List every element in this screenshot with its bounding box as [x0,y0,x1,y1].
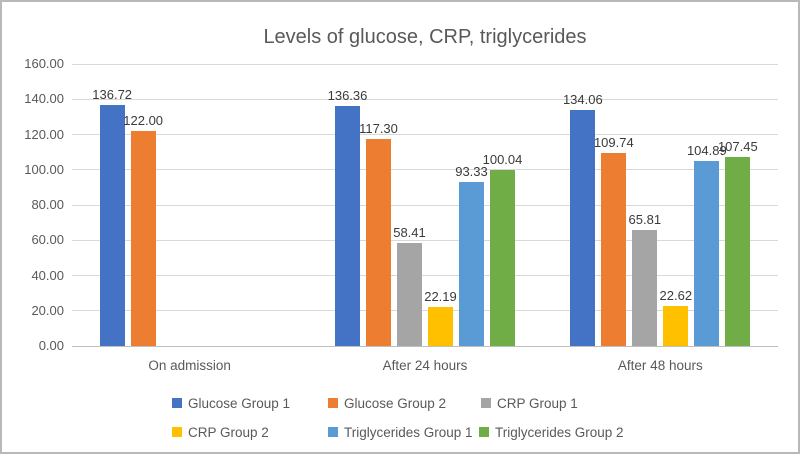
bar-glucose-group-1 [570,109,596,346]
bar-crp-group-1 [632,230,658,346]
x-axis-label: After 24 hours [382,358,468,373]
gridline [72,169,778,171]
y-axis-tick-label: 60.00 [31,232,64,248]
bar-triglycerides-group-1 [694,161,720,346]
bar-value-label: 104.89 [686,143,727,159]
y-axis-tick-label: 40.00 [31,267,64,283]
bar-value-label: 122.00 [123,112,164,128]
legend-label: Glucose Group 1 [188,395,291,411]
bar-value-label: 65.81 [628,212,662,227]
bar-value-label: 100.04 [482,151,523,167]
bar-triglycerides-group-2 [490,169,515,346]
x-axis-label: After 48 hours [617,358,703,373]
legend-item-glucose-group-1: Glucose Group 1 [172,395,290,411]
legend-swatch-icon [479,427,489,437]
gridline [72,275,778,276]
gridline [72,134,778,135]
bar-value-label: 134.06 [562,91,603,107]
legend-swatch-icon [172,398,182,408]
legend-item-glucose-group-2: Glucose Group 2 [328,395,446,411]
bar-value-label: 93.33 [455,163,488,179]
bar-glucose-group-1 [335,105,360,346]
bar-value-label: 107.45 [717,138,758,154]
legend-swatch-icon [172,427,182,437]
bar-value-label: 22.62 [659,288,693,304]
bar-value-label: 58.41 [393,225,426,241]
legend-item-triglycerides-group-1: Triglycerides Group 1 [328,424,473,440]
chart-title: Levels of glucose, CRP, triglycerides [263,26,587,48]
bar-value-label: 136.36 [327,87,368,103]
legend-item-triglycerides-group-2: Triglycerides Group 2 [479,424,624,440]
y-axis-tick-label: 20.00 [31,302,64,318]
bar-triglycerides-group-2 [725,156,751,346]
bar-glucose-group-2 [366,139,391,346]
bar-crp-group-1 [397,243,422,346]
bar-crp-group-2 [663,306,689,346]
x-axis-label: On admission [148,358,231,373]
legend-swatch-icon [328,427,338,437]
legend-label: CRP Group 1 [497,395,578,411]
legend-swatch-icon [481,398,491,408]
gridline [72,239,778,241]
bar-triglycerides-group-1 [459,181,484,346]
bar-value-label: 136.72 [92,87,133,103]
legend-item-crp-group-1: CRP Group 1 [481,395,578,411]
legend-label: CRP Group 2 [188,424,269,440]
y-axis-tick-label: 0.00 [38,338,64,353]
legend-label: Triglycerides Group 2 [495,424,624,440]
legend-swatch-icon [328,398,338,408]
bar-value-label: 22.19 [424,288,457,304]
gridline [72,63,778,65]
y-axis-tick-label: 160.00 [24,56,64,71]
y-axis-tick-label: 140.00 [24,91,64,107]
legend-label: Triglycerides Group 1 [344,424,473,440]
gridline [72,310,778,312]
bar-value-label: 109.74 [593,134,634,150]
bar-glucose-group-2 [130,130,156,346]
gridline [72,98,778,100]
y-axis-tick-label: 80.00 [31,197,64,212]
gridline [72,204,778,206]
y-axis-tick-label: 100.00 [24,161,64,177]
bar-value-label: 117.30 [359,121,398,137]
legend-item-crp-group-2: CRP Group 2 [172,424,269,440]
bar-crp-group-2 [428,306,453,346]
bar-glucose-group-1 [99,105,125,346]
bar-glucose-group-2 [601,152,627,346]
legend-label: Glucose Group 2 [344,395,447,411]
y-axis-tick-label: 120.00 [24,126,64,142]
gridline [72,345,778,347]
